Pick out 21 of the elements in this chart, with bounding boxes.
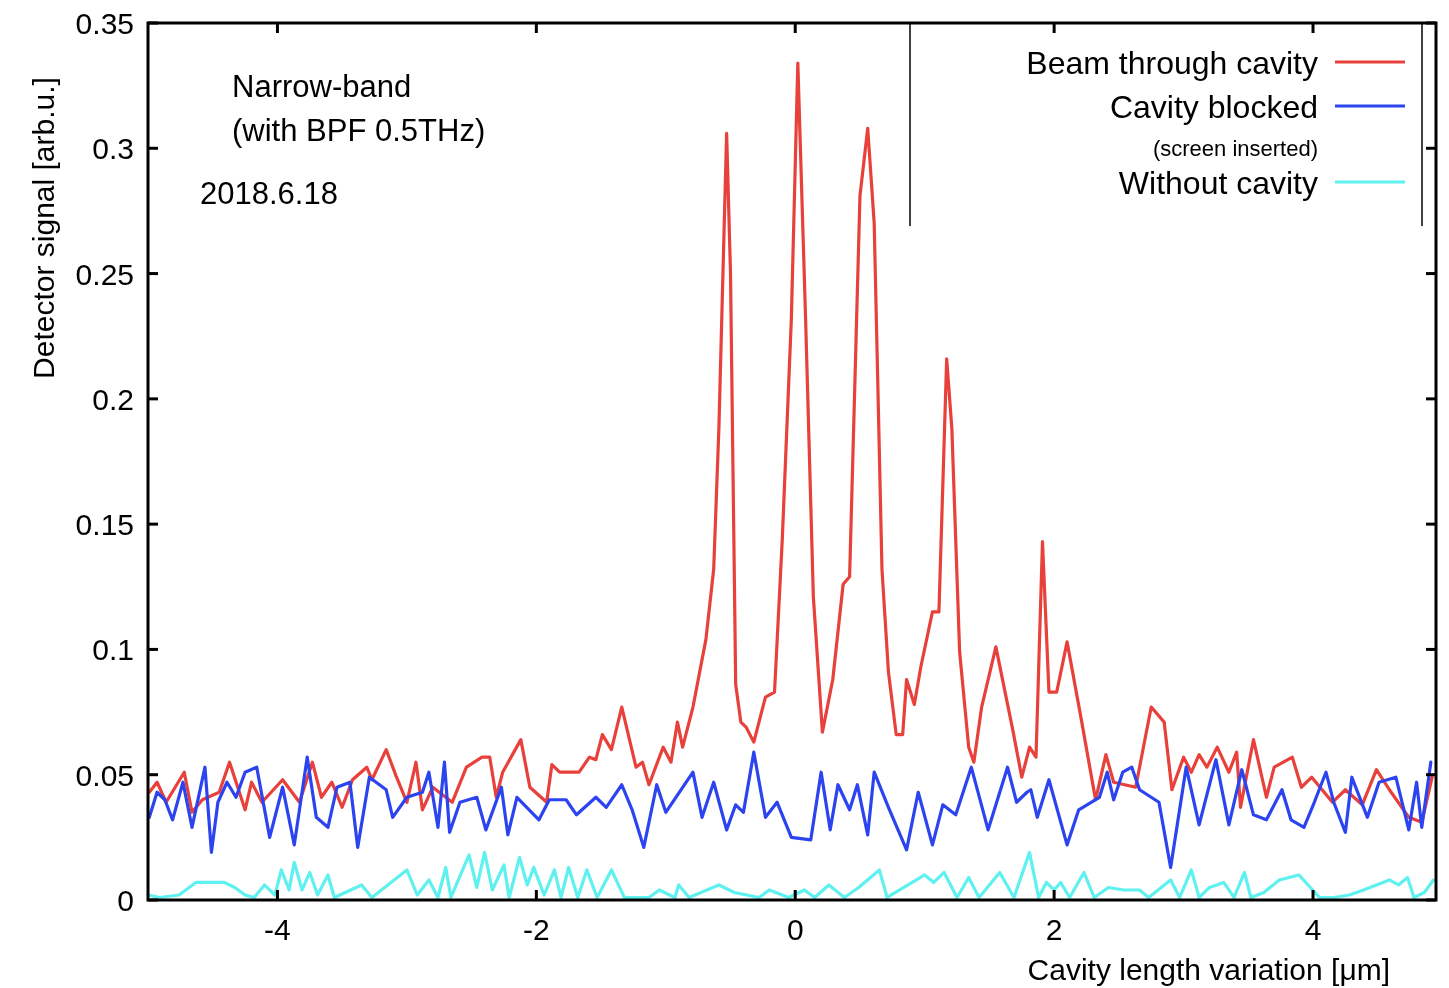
legend-label: Without cavity [1118,165,1318,201]
x-tick-label: 2 [1045,913,1063,946]
annotation: Narrow-band [232,69,412,104]
legend-label: Beam through cavity [1026,45,1318,81]
y-tick-label: 0.35 [75,7,134,40]
y-tick-label: 0 [117,884,134,917]
x-tick-label: 0 [786,913,804,946]
annotation: 2018.6.18 [200,176,338,211]
x-tick-label: -2 [523,913,550,946]
y-tick-label: 0.05 [75,758,134,792]
x-tick-label: 4 [1304,913,1322,946]
x-axis-title: Cavity length variation [μm] [1027,953,1390,986]
x-tick-label: -4 [264,913,291,946]
y-tick-label: 0.15 [75,508,134,542]
y-tick-label: 0.1 [92,633,134,667]
y-tick-label: 0.25 [75,257,134,291]
y-tick-label: 0.2 [92,382,134,416]
legend-label: Cavity blocked (screen inserted) [1109,89,1318,161]
y-tick-label: 0.3 [92,132,134,166]
annotation: (with BPF 0.5THz) [232,113,486,148]
y-axis-title: Detector signal [arb.u.] [27,77,60,379]
